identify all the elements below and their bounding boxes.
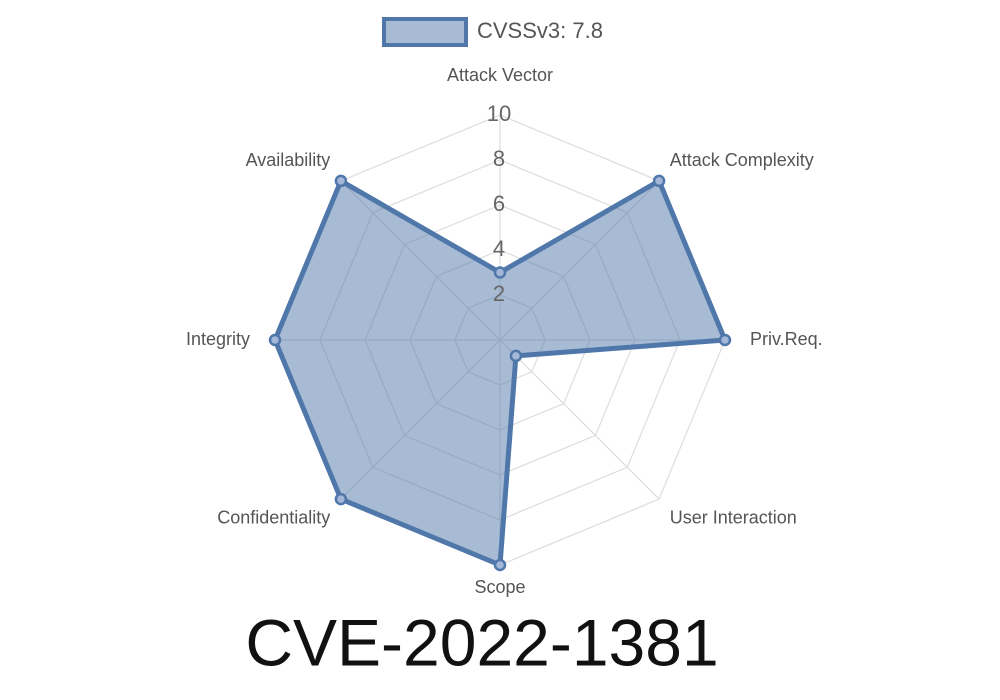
- r-tick-label: 6: [493, 191, 505, 216]
- axis-label: Confidentiality: [217, 507, 330, 527]
- axis-label: User Interaction: [670, 507, 797, 527]
- chart-title: CVE-2022-1381: [245, 605, 718, 679]
- axis-label: Integrity: [186, 329, 250, 349]
- data-point: [493, 558, 507, 572]
- data-point: [652, 174, 666, 188]
- axis-label: Availability: [246, 150, 331, 170]
- data-point: [334, 492, 348, 506]
- r-tick-label: 4: [493, 236, 505, 261]
- r-tick-label: 2: [493, 281, 505, 306]
- r-tick-label: 8: [493, 146, 505, 171]
- data-point: [493, 266, 507, 279]
- legend-swatch: [382, 17, 468, 47]
- r-tick-label: 10: [487, 101, 511, 126]
- axis-label: Scope: [474, 577, 525, 597]
- axis-label: Attack Complexity: [670, 150, 814, 170]
- data-point: [718, 333, 732, 347]
- axis-label: Attack Vector: [447, 65, 553, 85]
- legend-label: CVSSv3: 7.8: [477, 18, 603, 43]
- data-point: [334, 174, 348, 188]
- axis-label: Priv.Req.: [750, 329, 823, 349]
- data-point: [268, 333, 282, 347]
- spoke: [499, 339, 660, 500]
- data-point: [509, 349, 523, 363]
